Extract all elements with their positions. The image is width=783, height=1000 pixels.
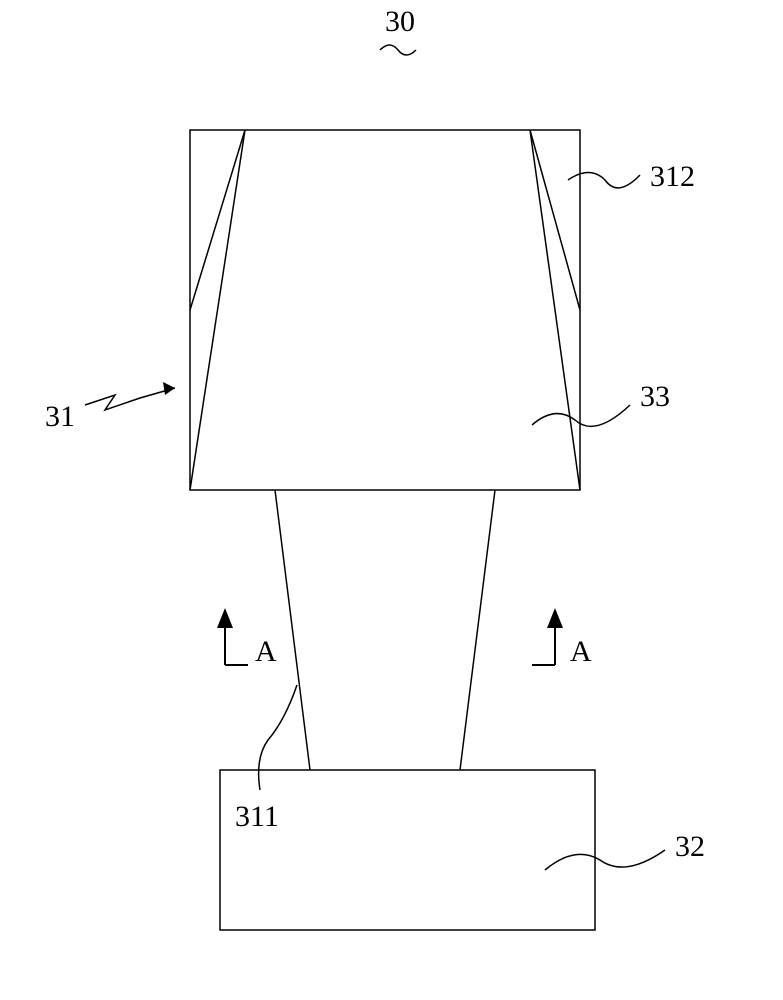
leader-312 (568, 173, 640, 188)
label-31: 31 (45, 400, 75, 434)
section-arrow-right-head (547, 608, 563, 628)
upper-left-slant-out (190, 130, 245, 310)
squiggle-30 (380, 45, 416, 55)
label-30: 30 (385, 5, 415, 39)
label-section-a-left: A (255, 635, 277, 669)
leader-31 (85, 388, 175, 410)
leader-33 (532, 405, 630, 426)
arrowhead-31 (163, 382, 175, 395)
label-section-a-right: A (570, 635, 592, 669)
leader-32 (545, 850, 665, 870)
label-311: 311 (235, 800, 279, 834)
label-32: 32 (675, 830, 705, 864)
section-arrow-left-head (217, 608, 233, 628)
label-312: 312 (650, 160, 695, 194)
technical-diagram (0, 0, 783, 1000)
upper-block (190, 130, 580, 490)
neck-left (275, 490, 310, 770)
label-33: 33 (640, 380, 670, 414)
right-inner-slant (530, 130, 580, 490)
leader-311 (259, 685, 297, 790)
left-inner-slant (190, 130, 245, 490)
upper-right-slant-out (530, 130, 580, 310)
base-block (220, 770, 595, 930)
neck-right (460, 490, 495, 770)
